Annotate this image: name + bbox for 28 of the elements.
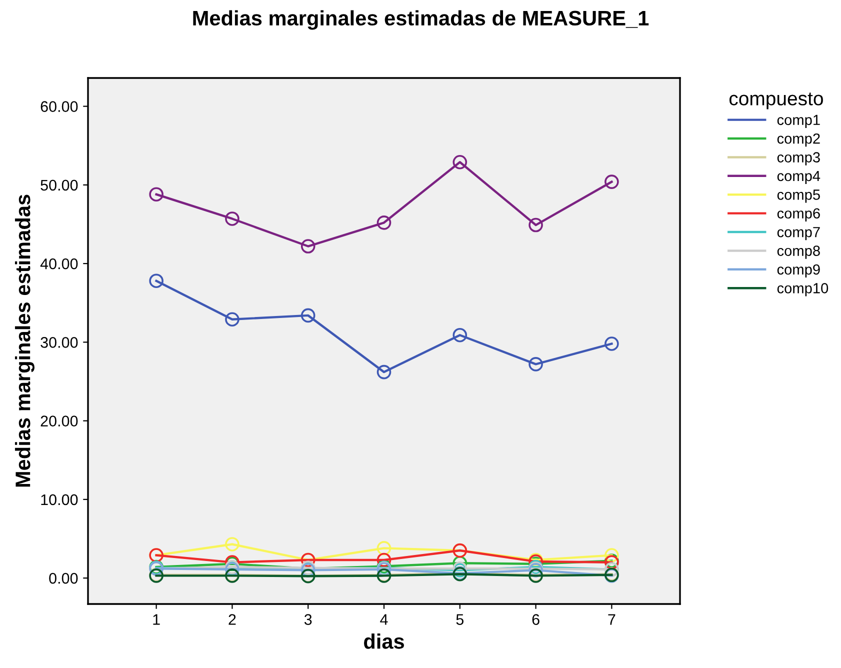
y-tick-label: 30.00: [40, 337, 78, 348]
y-tick-label: 0.00: [49, 572, 78, 584]
x-axis-title: dias: [364, 634, 404, 649]
legend-label: comp7: [777, 227, 820, 240]
x-tick-label: 1: [153, 614, 160, 625]
legend-label: comp4: [777, 170, 820, 184]
legend-label: comp2: [777, 133, 820, 147]
x-tick-label: 4: [380, 614, 388, 625]
x-tick-label: 7: [608, 614, 616, 625]
legend-label: comp9: [777, 264, 820, 278]
legend-label: comp10: [777, 283, 828, 296]
legend-label: comp3: [777, 152, 820, 166]
y-tick-label: 40.00: [40, 258, 78, 270]
legend-label: comp5: [777, 190, 820, 203]
y-axis-title: Medias marginales estimadas: [14, 194, 34, 487]
y-tick-label: 10.00: [41, 494, 78, 506]
x-tick-label: 2: [228, 614, 236, 625]
legend-label: comp8: [777, 246, 820, 259]
x-tick-label: 6: [532, 614, 540, 625]
y-tick-label: 20.00: [40, 416, 78, 426]
chart-title: Medias marginales estimadas de MEASURE_1: [193, 10, 649, 30]
legend-label: comp6: [777, 208, 820, 222]
y-tick-label: 50.00: [40, 180, 78, 191]
legend-label: comp1: [777, 114, 820, 128]
legend-title: compuesto: [729, 92, 823, 110]
x-tick-label: 5: [456, 614, 464, 625]
x-tick-label: 3: [304, 614, 312, 625]
y-tick-label: 60.00: [40, 101, 78, 112]
